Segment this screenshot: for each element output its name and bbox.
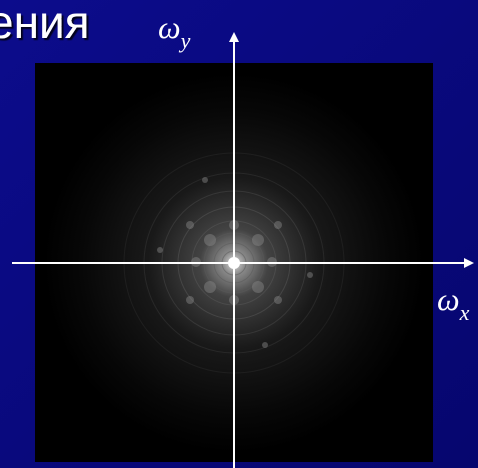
- y-axis-symbol: ω: [158, 9, 181, 45]
- slide-title: ения: [0, 0, 90, 48]
- x-axis-symbol: ω: [437, 281, 460, 317]
- y-axis-subscript: y: [179, 28, 191, 53]
- y-axis-label: ωy: [158, 9, 191, 53]
- x-axis-label: ωx: [437, 281, 470, 325]
- x-axis-subscript: x: [459, 300, 470, 325]
